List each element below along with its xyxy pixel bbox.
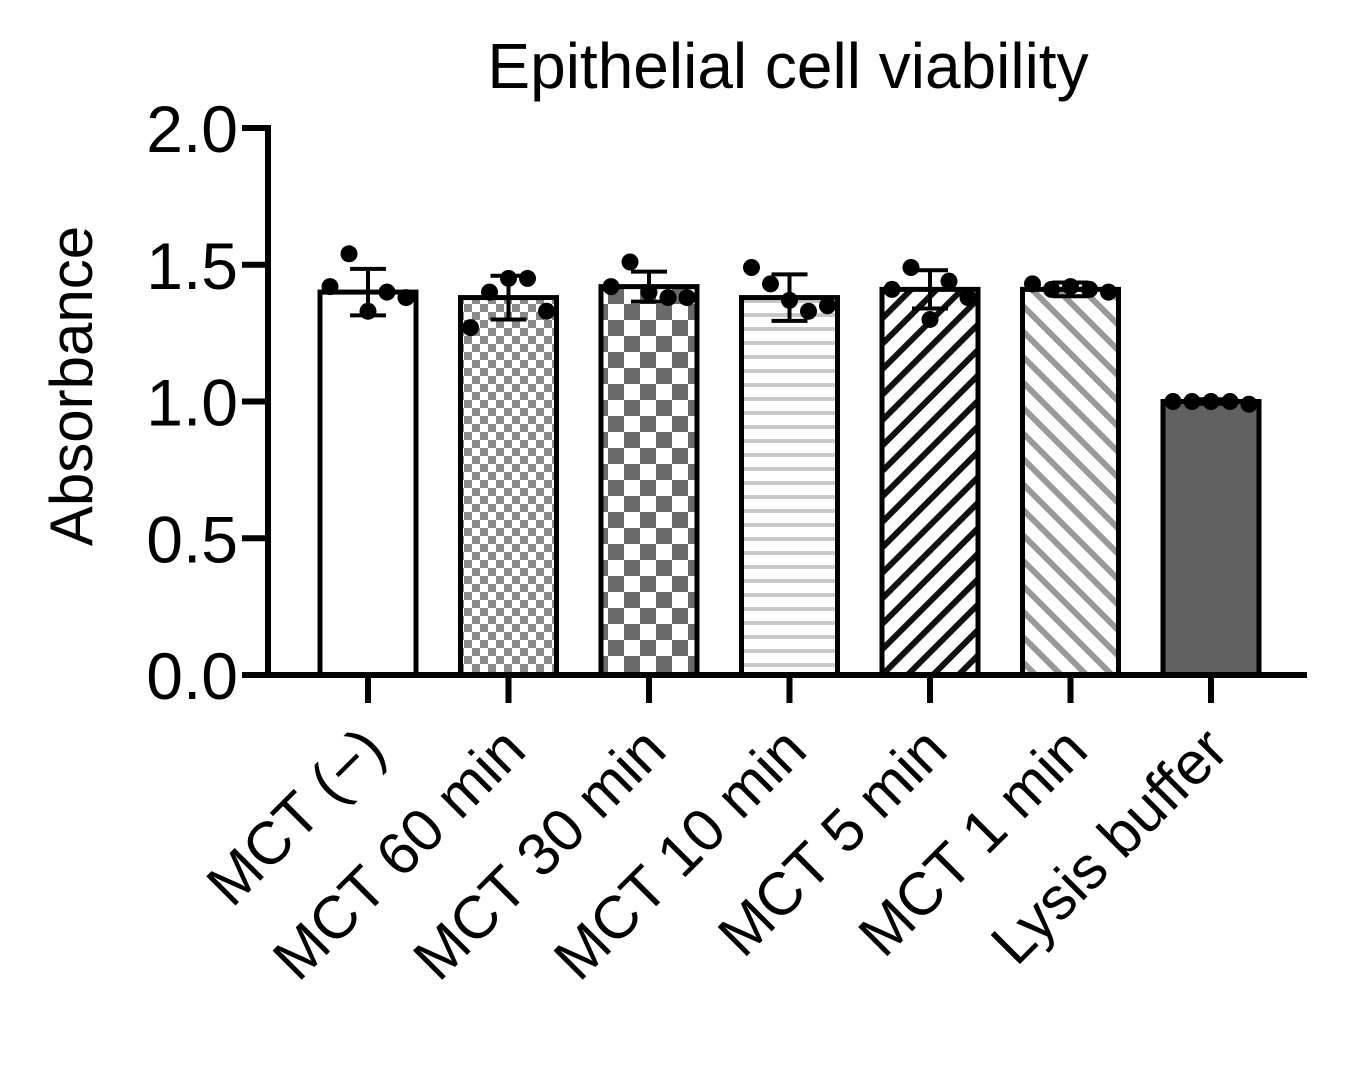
y-tick-label-3: 1.5: [146, 229, 238, 303]
data-point-6-0: [1164, 393, 1182, 410]
data-point-5-3: [1081, 280, 1098, 298]
y-tick-label-1: 0.5: [146, 502, 238, 576]
data-point-0-0: [321, 278, 339, 296]
bar-5: [1020, 286, 1121, 678]
data-point-4-0: [883, 280, 901, 298]
bar-1: [458, 295, 559, 678]
data-point-4-1: [902, 258, 920, 276]
y-axis-label: Absorbance: [38, 226, 105, 546]
data-point-4-3: [940, 272, 958, 290]
data-point-3-4: [819, 297, 836, 315]
data-point-5-4: [1100, 283, 1117, 301]
data-point-2-0: [602, 278, 620, 296]
data-point-6-3: [1221, 393, 1239, 410]
bar-2: [598, 284, 700, 678]
data-point-2-4: [678, 289, 696, 307]
data-point-4-4: [959, 289, 977, 307]
data-point-3-0: [743, 258, 760, 276]
data-point-6-4: [1240, 395, 1258, 413]
y-tick-label-4: 2.0: [146, 92, 238, 166]
data-point-1-3: [519, 269, 536, 287]
data-point-0-2: [359, 302, 377, 320]
data-point-3-3: [800, 302, 817, 320]
data-point-1-1: [481, 283, 498, 301]
data-point-2-3: [659, 289, 677, 307]
data-point-1-0: [462, 319, 479, 337]
data-point-4-2: [921, 310, 939, 328]
bar-6: [1160, 399, 1262, 678]
bar-0: [317, 289, 419, 678]
data-point-2-2: [640, 283, 658, 301]
y-tick-label-2: 1.0: [146, 366, 238, 440]
data-point-1-2: [500, 269, 517, 287]
data-point-1-4: [538, 302, 555, 320]
data-point-3-2: [781, 291, 798, 309]
data-point-6-2: [1202, 393, 1220, 410]
y-tick-label-0: 0.0: [146, 639, 238, 713]
data-point-6-1: [1183, 393, 1201, 410]
data-point-0-4: [397, 289, 415, 307]
data-point-5-1: [1043, 280, 1060, 298]
data-point-3-1: [762, 275, 779, 293]
bar-4: [879, 286, 981, 678]
y-axis-ticks: 0.0 0.5 1.0 1.5 2.0: [146, 92, 268, 713]
data-point-5-2: [1062, 278, 1079, 296]
data-point-5-0: [1024, 275, 1041, 293]
bar-3: [739, 295, 840, 678]
chart-title: Epithelial cell viability: [487, 30, 1088, 102]
data-point-0-1: [340, 245, 358, 263]
data-point-2-1: [621, 253, 639, 271]
bars: [317, 245, 1262, 678]
data-point-0-3: [378, 283, 396, 301]
